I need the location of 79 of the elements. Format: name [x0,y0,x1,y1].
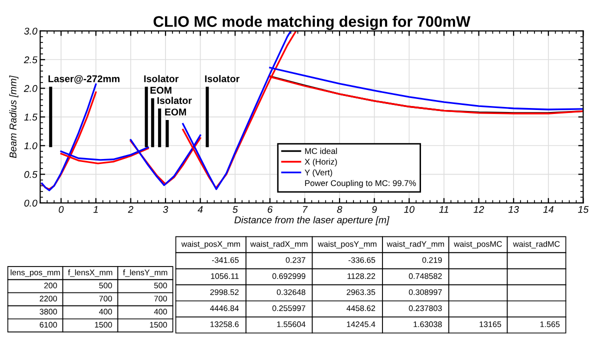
text: 1056.11 [211,273,239,279]
y-tick-label: 0.0 [24,200,38,207]
text: waist_radMC [513,240,560,248]
text: 1500 [94,322,112,328]
text: f_lensX_mm [68,269,112,277]
x-tick-label: 6 [268,206,273,213]
text: waist_posX_mm [181,240,240,248]
text: 13258.6 [210,321,239,328]
legend-label: MC ideal [305,148,337,154]
text: 500 [99,282,112,288]
text: 700 [99,296,112,302]
text: 400 [99,308,112,315]
y-tick-label: 2.0 [24,85,38,92]
text: 4458.62 [346,305,376,312]
text: 0.237803 [408,305,442,312]
text: 2998.52 [210,289,239,296]
text: 1500 [150,322,167,328]
x-tick-label: 5 [232,206,238,213]
x-tick-label: 10 [404,206,414,213]
annotation: EOM [165,108,186,116]
text: 0.255997 [272,305,306,312]
x-axis-title: Distance from the laser aperture [m] [234,216,390,226]
x-tick-label: 15 [578,206,589,213]
text: 0.219 [422,257,442,263]
chart-title: CLIO MC mode matching design for 700mW [154,16,470,30]
x-tick-label: 14 [543,206,554,213]
y-tick-label: 3.0 [24,28,38,35]
text: 6100 [40,322,57,328]
annotation: EOM [150,86,172,94]
x-tick-label: 13 [508,206,519,213]
text: waist_posY_mm [318,240,376,248]
annotation: Isolator [144,75,179,82]
text: 1.63038 [414,321,442,328]
y-axis-title: Beam Radius [mm] [9,75,18,158]
text: 400 [154,308,167,315]
text: 0.32648 [276,289,306,296]
text: -341.65 [212,257,239,263]
y-tick-label: 0.5 [24,171,38,178]
annotation: Laser@-272mm [48,75,120,84]
text: 1.55604 [277,321,306,328]
text: 0.308997 [408,289,442,296]
y-tick-label: 1.0 [24,142,38,150]
legend-label: Y (Vert) [304,169,332,178]
text: waist_radX_mm [250,240,308,248]
text: 700 [154,296,167,302]
text: waist_posMC [454,240,502,248]
text: 2963.35 [346,289,376,296]
x-tick-label: 2 [128,206,134,213]
x-tick-label: 0 [58,206,64,213]
text: 1.565 [540,321,560,328]
text: 14245.4 [346,321,376,328]
text: lens_pos_mm [10,269,60,277]
text: -336.65 [348,257,376,263]
text: 0.748582 [408,273,442,279]
x-tick-label: 7 [303,206,308,213]
annotation: Isolator [205,75,240,82]
x-tick-label: 4 [198,206,203,213]
text: 4446.84 [210,305,239,312]
text: 3800 [40,308,57,315]
text: 0.237 [286,257,306,263]
y-tick-label: 2.5 [24,56,38,64]
x-tick-label: 3 [163,206,168,213]
text: 0.692999 [272,273,306,279]
x-tick-label: 11 [439,206,448,213]
text: 200 [44,282,57,288]
text: 1128.22 [348,273,376,279]
text: 500 [154,282,167,288]
text: f_lensY_mm [123,269,168,277]
legend-label: X (Horiz) [304,158,337,166]
x-tick-label: 9 [372,206,377,213]
x-tick-label: 8 [337,206,342,213]
y-tick-label: 1.5 [24,114,38,121]
text: 13165 [480,321,502,328]
x-tick-label: 12 [474,206,484,213]
annotation: Power Coupling to MC: 99.7% [305,180,416,188]
annotation: Isolator [157,96,192,104]
text: 2200 [40,296,57,302]
x-tick-label: 1 [93,206,98,213]
text: waist_radY_mm [386,240,444,248]
